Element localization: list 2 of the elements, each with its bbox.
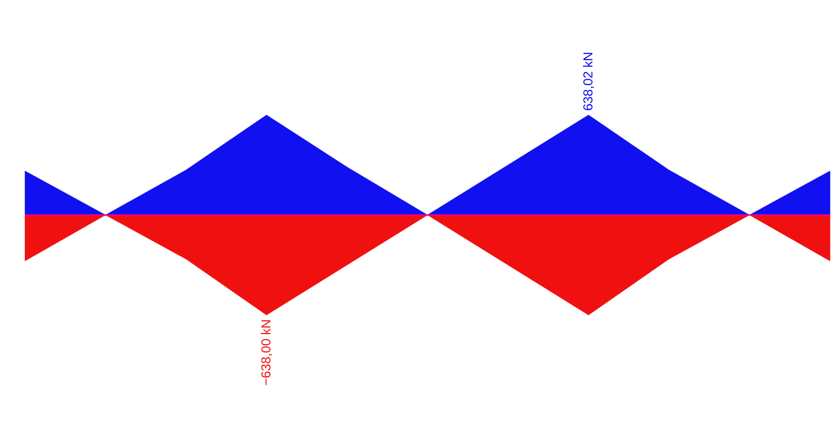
data-label: −638,00 kN <box>260 320 272 386</box>
data-label: 638,02 kN <box>582 52 594 110</box>
